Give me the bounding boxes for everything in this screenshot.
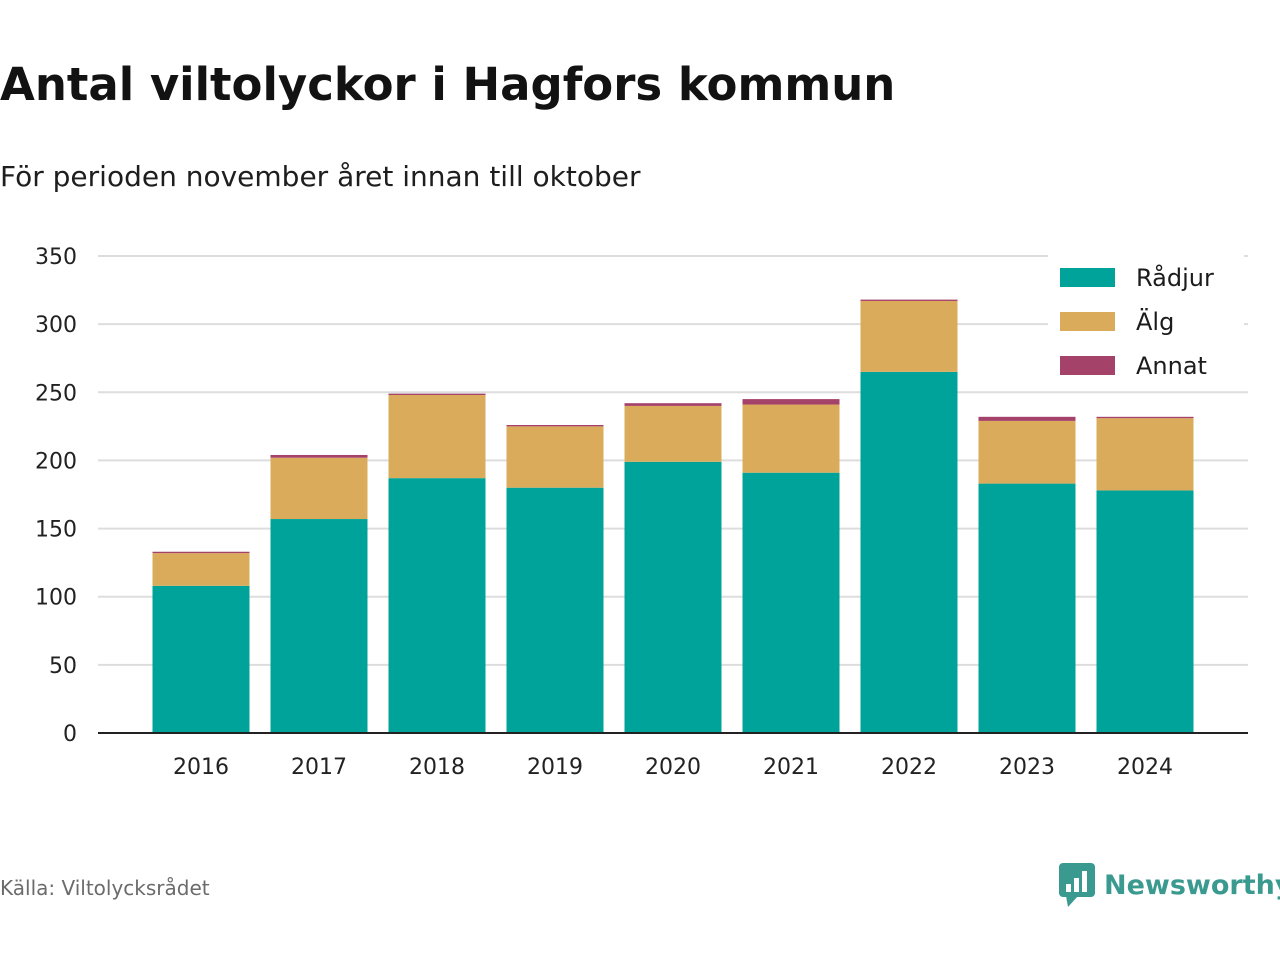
x-tick-label: 2018 — [409, 755, 465, 780]
y-tick-label: 350 — [35, 245, 77, 270]
brand-logo-block[interactable]: Newsworthy — [1058, 862, 1280, 908]
x-tick-label: 2020 — [645, 755, 701, 780]
bar-segment-annat — [978, 416, 1076, 421]
bar-segment-älg — [978, 420, 1076, 484]
legend-swatch — [1060, 268, 1115, 287]
chart-title: Antal viltolyckor i Hagfors kommun — [0, 58, 896, 111]
bar-segment-rådjur — [742, 472, 840, 733]
x-tick-label: 2017 — [291, 755, 347, 780]
bar-segment-älg — [624, 405, 722, 462]
bar-segment-annat — [388, 393, 486, 396]
bar-segment-älg — [860, 300, 958, 372]
bar-segment-älg — [388, 395, 486, 479]
bar-segment-rådjur — [152, 585, 250, 733]
bar-segment-rådjur — [860, 371, 958, 733]
x-tick-label: 2019 — [527, 755, 583, 780]
bar-segment-rådjur — [506, 487, 604, 733]
source-note: Källa: Viltolycksrådet — [0, 876, 210, 900]
bar-segment-älg — [1096, 418, 1194, 491]
bar-segment-annat — [152, 551, 250, 554]
x-tick-label: 2023 — [999, 755, 1055, 780]
bar-segment-älg — [506, 426, 604, 488]
legend-label: Rådjur — [1136, 263, 1214, 292]
bar-segment-älg — [742, 404, 840, 473]
y-tick-label: 100 — [35, 586, 77, 611]
legend-swatch — [1060, 312, 1115, 331]
bar-segment-annat — [1096, 416, 1194, 419]
bar-segment-annat — [506, 424, 604, 427]
bar-segment-rådjur — [978, 483, 1076, 733]
bar-segment-rådjur — [1096, 490, 1194, 733]
newsworthy-logo-icon — [1059, 863, 1095, 907]
y-tick-label: 250 — [35, 381, 77, 406]
bar-segment-annat — [860, 299, 958, 301]
x-tick-label: 2022 — [881, 755, 937, 780]
bar-segment-rådjur — [624, 461, 722, 733]
bar-segment-annat — [624, 403, 722, 406]
bars — [152, 299, 1194, 733]
bar-segment-rådjur — [388, 478, 486, 733]
x-tick-label: 2016 — [173, 755, 229, 780]
y-tick-label: 50 — [49, 654, 77, 679]
chart-subtitle: För perioden november året innan till ok… — [0, 160, 641, 193]
brand-name: Newsworthy — [1104, 869, 1280, 901]
bar-segment-rådjur — [270, 519, 368, 733]
legend-swatch — [1060, 356, 1115, 375]
bar-segment-älg — [270, 457, 368, 520]
y-axis-ticks: 0 50 100 150 200 250 300 350 — [35, 245, 77, 747]
y-tick-label: 300 — [35, 313, 77, 338]
y-tick-label: 150 — [35, 518, 77, 543]
legend-label: Annat — [1136, 352, 1207, 380]
bar-segment-älg — [152, 553, 250, 586]
y-tick-label: 0 — [63, 722, 77, 747]
x-tick-label: 2024 — [1117, 755, 1173, 780]
bar-segment-annat — [270, 454, 368, 458]
y-tick-label: 200 — [35, 449, 77, 474]
bar-segment-annat — [742, 399, 840, 405]
x-tick-label: 2021 — [763, 755, 819, 780]
x-axis-ticks: 2016 2017 2018 2019 2020 2021 2022 2023 2024 — [173, 755, 1173, 780]
legend: Rådjur Älg Annat — [1048, 250, 1244, 380]
legend-label: Älg — [1136, 307, 1174, 336]
